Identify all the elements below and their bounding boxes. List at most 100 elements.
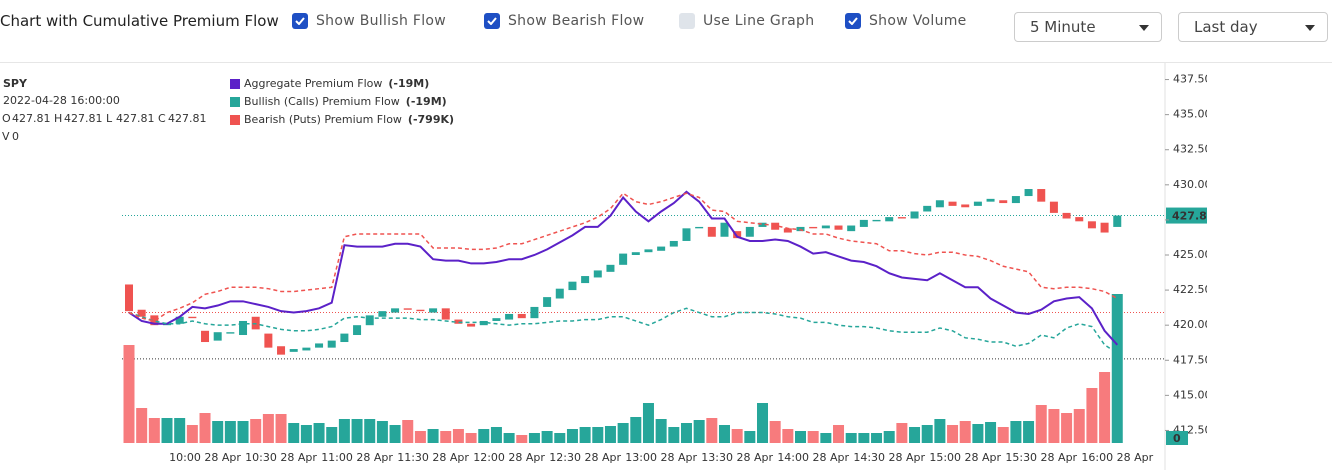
volume-bar	[617, 423, 629, 443]
candle	[745, 226, 754, 237]
candle	[847, 225, 856, 232]
volume-bar	[795, 431, 807, 443]
flow-line	[128, 192, 1118, 322]
range-select[interactable]: Last day	[1178, 12, 1328, 42]
checkbox-box	[845, 13, 861, 29]
candle	[783, 228, 792, 233]
volume-bar	[934, 419, 946, 443]
checkbox-label: Use Line Graph	[703, 13, 815, 29]
candle	[416, 309, 425, 312]
candle	[1037, 189, 1046, 202]
legend-name: Bullish (Calls) Premium Flow	[244, 95, 400, 108]
candle	[707, 226, 716, 237]
checkbox-label: Show Bearish Flow	[508, 13, 645, 29]
checkbox[interactable]: Show Volume	[845, 13, 967, 29]
y-tick-label: 432.50	[1173, 143, 1212, 156]
volume-bar	[161, 418, 173, 443]
volume-bar	[668, 427, 680, 443]
candle	[720, 222, 729, 237]
volume-bar	[1111, 294, 1123, 443]
candle	[923, 205, 932, 212]
ohlc-value: 427.81	[168, 112, 207, 125]
candle	[137, 309, 146, 317]
volume-bar	[706, 418, 718, 443]
volume-bar	[503, 433, 515, 443]
candle	[631, 252, 640, 255]
price-axis: 412.50415.00417.50420.00422.50425.00427.…	[1166, 73, 1214, 445]
caret	[1139, 25, 1149, 31]
candle	[441, 308, 450, 320]
candle	[758, 222, 767, 227]
volume-bar	[820, 433, 832, 443]
candle	[492, 318, 501, 321]
volume-bar	[554, 433, 566, 443]
candle	[365, 315, 374, 326]
volume-bar	[566, 429, 578, 443]
ohlc-value: 427.81	[12, 112, 51, 125]
volume-bar	[896, 423, 908, 443]
candle	[568, 281, 577, 291]
volume-bar	[1023, 421, 1035, 443]
volume-bar	[883, 431, 895, 443]
candle	[1024, 189, 1033, 197]
select-value: 5 Minute	[1030, 18, 1096, 36]
volume-bar	[693, 420, 705, 443]
volume-bar	[136, 408, 148, 443]
volume-bar	[718, 425, 730, 443]
candle	[125, 284, 133, 312]
candle	[1049, 201, 1058, 213]
volume-bar	[757, 403, 768, 443]
candle	[327, 340, 336, 348]
candle	[935, 200, 944, 208]
volume-bar	[541, 431, 553, 443]
check	[487, 17, 497, 25]
candle	[1087, 221, 1096, 229]
check	[848, 17, 858, 25]
y-tick-label: 435.00	[1173, 108, 1212, 121]
candle	[201, 330, 210, 343]
legend-name: Aggregate Premium Flow	[244, 77, 382, 90]
x-tick-label: 15:00 28 Apr	[929, 451, 1001, 464]
checkbox[interactable]: Show Bearish Flow	[484, 13, 644, 29]
x-tick-label: 12:30 28 Apr	[549, 451, 621, 464]
y-tick-label: 422.50	[1173, 283, 1212, 296]
checkbox-box	[292, 13, 308, 29]
x-tick-label: 10:00 28 Apr	[169, 451, 241, 464]
ohlc-value: 427.81	[64, 112, 103, 125]
candle	[505, 313, 514, 320]
price-tag-label: 427.81	[1172, 210, 1214, 223]
candle	[809, 226, 818, 229]
ohlc-key: C	[158, 112, 166, 125]
volume-bar	[516, 435, 528, 443]
page-title: Chart with Cumulative Premium Flow	[0, 12, 279, 30]
volume-bar	[123, 345, 135, 443]
y-tick-label: 415.00	[1173, 388, 1212, 401]
candle	[353, 325, 362, 336]
volume-bar	[909, 427, 921, 443]
candle	[593, 270, 602, 278]
volume-value: 0	[12, 130, 19, 143]
legend-swatch	[230, 79, 240, 89]
x-tick-label: 11:30 28 Apr	[397, 451, 469, 464]
volume-bar	[579, 427, 591, 443]
legend-swatch	[230, 97, 240, 107]
volume-bar	[655, 419, 667, 443]
checkbox[interactable]: Use Line Graph	[679, 13, 814, 29]
candle	[859, 219, 868, 227]
checkbox[interactable]: Show Bullish Flow	[292, 13, 446, 29]
volume-bar	[833, 425, 845, 443]
legend-value: (-799K)	[408, 113, 454, 126]
x-tick-label: 15:30 28 Apr	[1005, 451, 1077, 464]
volume-bar	[1073, 409, 1085, 443]
candle	[467, 323, 476, 327]
interval-select[interactable]: 5 Minute	[1014, 12, 1162, 42]
volume-bar	[604, 426, 616, 443]
volume-bar	[959, 421, 971, 443]
volume-bar	[1061, 413, 1073, 443]
volume-bar	[250, 419, 262, 443]
volume-bar	[731, 429, 743, 443]
volume-bar	[528, 433, 540, 443]
volume-bar	[807, 431, 819, 443]
